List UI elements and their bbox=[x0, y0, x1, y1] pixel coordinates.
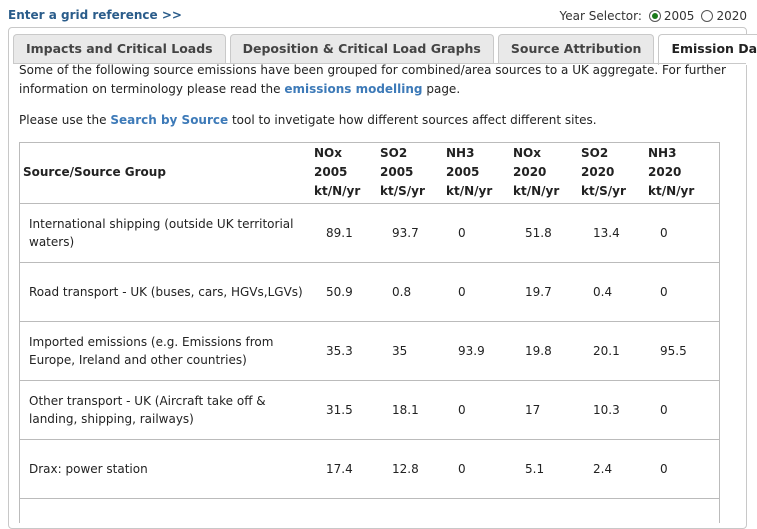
value-cell: 50.9 bbox=[310, 262, 376, 322]
value-cell: 12.8 bbox=[376, 439, 442, 499]
value-cell: 89.1 bbox=[310, 203, 376, 263]
value-cell: 17 bbox=[509, 380, 577, 440]
value-cell: 13.4 bbox=[577, 203, 644, 263]
value-cell: 0.4 bbox=[577, 262, 644, 322]
intro-paragraph-1: Some of the following source emissions h… bbox=[19, 61, 729, 99]
value-cell: 18.1 bbox=[376, 380, 442, 440]
tab-divider bbox=[13, 63, 746, 64]
value-cell: 51.8 bbox=[509, 203, 577, 263]
year-2020-label: 2020 bbox=[716, 9, 747, 23]
intro-text-1a: Some of the following source emissions h… bbox=[19, 63, 726, 96]
value-cell: 0 bbox=[442, 262, 509, 322]
table-row: Other transport - UK (Aircraft take off … bbox=[19, 380, 719, 440]
source-cell: Drax: power station bbox=[19, 439, 310, 499]
value-cell: 93.9 bbox=[442, 321, 509, 381]
value-cell: 0 bbox=[644, 439, 719, 499]
emissions-modelling-link[interactable]: emissions modelling bbox=[284, 82, 423, 96]
header-source: Source/Source Group bbox=[19, 142, 310, 204]
value-cell: 20.1 bbox=[577, 321, 644, 381]
value-cell: 0 bbox=[442, 203, 509, 263]
grid-reference-link[interactable]: Enter a grid reference >> bbox=[8, 8, 182, 22]
value-cell: 0 bbox=[442, 439, 509, 499]
table-row: Drax: power station 17.4 12.8 0 5.1 2.4 … bbox=[19, 439, 719, 499]
year-selector: Year Selector: 2005 2020 bbox=[560, 9, 747, 23]
value-cell: 17.4 bbox=[310, 439, 376, 499]
value-cell: 0 bbox=[644, 262, 719, 322]
value-cell: 0 bbox=[442, 380, 509, 440]
emission-table: Source/Source Group NOx 2005 kt/N/yr SO2 20… bbox=[19, 142, 719, 499]
value-cell: 0 bbox=[644, 380, 719, 440]
tab-emission-data[interactable]: Emission Data bbox=[658, 34, 757, 65]
table-header-row: Source/Source Group NOx 2005 kt/N/yr SO2 20… bbox=[19, 142, 719, 204]
intro-paragraph-2: Please use the Search by Source tool to … bbox=[19, 111, 729, 130]
intro-text-1b: page. bbox=[422, 82, 461, 96]
intro-text: Some of the following source emissions h… bbox=[19, 61, 729, 142]
table-row: International shipping (outside UK terri… bbox=[19, 203, 719, 263]
year-2005-label: 2005 bbox=[663, 9, 695, 23]
value-cell: 2.4 bbox=[577, 439, 644, 499]
value-cell: 31.5 bbox=[310, 380, 376, 440]
year-selector-label: Year Selector: bbox=[559, 9, 642, 23]
header-so2-2005: SO2 2005 kt/S/yr bbox=[376, 142, 442, 204]
value-cell: 0 bbox=[644, 203, 719, 263]
year-2005-radio[interactable] bbox=[648, 10, 661, 22]
header-nh3-2005: NH3 2005 kt/N/yr bbox=[442, 142, 509, 204]
value-cell: 19.8 bbox=[509, 321, 577, 381]
value-cell: 35 bbox=[376, 321, 442, 381]
intro-text-2b: tool to invetigate how different sources… bbox=[228, 113, 597, 127]
header-nox-2005: NOx 2005 kt/N/yr bbox=[310, 142, 376, 204]
intro-text-2a: Please use the bbox=[19, 113, 111, 127]
header-so2-2020: SO2 2020 kt/S/yr bbox=[577, 142, 644, 204]
value-cell: 10.3 bbox=[577, 380, 644, 440]
tab-source-attribution[interactable]: Source Attribution bbox=[497, 34, 655, 63]
value-cell: 95.5 bbox=[644, 321, 719, 381]
source-cell: Road transport - UK (buses, cars, HGVs,L… bbox=[19, 262, 310, 322]
table-row: Imported emissions (e.g. Emissions from … bbox=[19, 321, 719, 381]
tab-deposition-graphs[interactable]: Deposition & Critical Load Graphs bbox=[229, 34, 494, 63]
value-cell: 5.1 bbox=[509, 439, 577, 499]
source-cell: Imported emissions (e.g. Emissions from … bbox=[19, 321, 310, 381]
source-cell: Other transport - UK (Aircraft take off … bbox=[19, 380, 310, 440]
value-cell: 93.7 bbox=[376, 203, 442, 263]
tab-impacts-critical-loads[interactable]: Impacts and Critical Loads bbox=[13, 34, 226, 63]
table-row: Road transport - UK (buses, cars, HGVs,L… bbox=[19, 262, 719, 322]
value-cell: 0.8 bbox=[376, 262, 442, 322]
value-cell: 35.3 bbox=[310, 321, 376, 381]
source-cell: International shipping (outside UK terri… bbox=[19, 203, 310, 263]
year-2020-radio[interactable] bbox=[701, 10, 714, 22]
tab-bar: Impacts and Critical Loads Deposition & … bbox=[13, 34, 757, 65]
search-by-source-link[interactable]: Search by Source bbox=[110, 113, 229, 127]
value-cell: 19.7 bbox=[509, 262, 577, 322]
header-nh3-2020: NH3 2020 kt/N/yr bbox=[644, 142, 719, 204]
header-nox-2020: NOx 2020 kt/N/yr bbox=[509, 142, 577, 204]
top-bar: Enter a grid reference >> Year Selector:… bbox=[0, 0, 757, 28]
